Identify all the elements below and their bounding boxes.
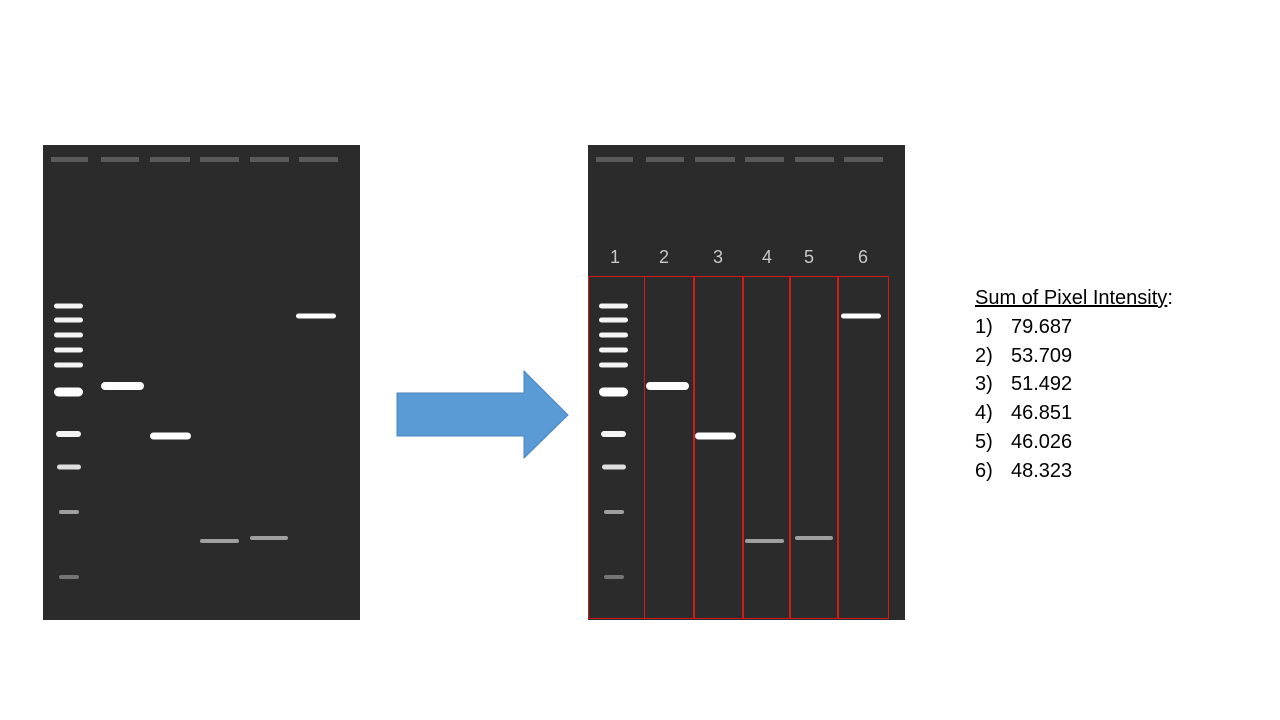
gel-original-band-3 bbox=[54, 332, 83, 338]
intensity-index: 5) bbox=[975, 430, 993, 453]
intensity-value: 48.323 bbox=[1011, 459, 1073, 482]
gel-annotated-band-6 bbox=[599, 387, 628, 397]
gel-original-band-12 bbox=[150, 432, 191, 440]
intensity-row-4: 4) 46.851 bbox=[975, 399, 1173, 428]
gel-original-band-9 bbox=[59, 510, 79, 514]
lane-label-6: 6 bbox=[857, 247, 868, 267]
gel-original-band-7 bbox=[56, 431, 81, 437]
gel-original-band-15 bbox=[296, 313, 336, 319]
intensity-title-text: Sum of Pixel Intensity bbox=[975, 287, 1168, 309]
gel-annotated-band-2 bbox=[599, 317, 628, 323]
gel-original-band-10 bbox=[59, 575, 79, 579]
intensity-row-3: 3) 51.492 bbox=[975, 370, 1173, 399]
gel-annotated-well-2 bbox=[646, 157, 684, 162]
gel-original-band-4 bbox=[54, 347, 83, 353]
intensity-row-1: 1) 79.687 bbox=[975, 313, 1173, 342]
gel-annotated-band-7 bbox=[601, 431, 626, 437]
right-arrow-icon bbox=[396, 370, 569, 460]
intensity-index: 2) bbox=[975, 344, 993, 367]
lane-box-3 bbox=[694, 276, 743, 619]
gel-annotated-band-14 bbox=[795, 536, 833, 540]
gel-annotated-band-4 bbox=[599, 347, 628, 353]
gel-annotated-well-1 bbox=[596, 157, 633, 162]
intensity-title-colon: : bbox=[1167, 287, 1173, 309]
gel-original-well-1 bbox=[51, 157, 88, 162]
gel-bands-annotated bbox=[596, 157, 883, 579]
lane-box-6 bbox=[838, 276, 889, 619]
lane-label-5: 5 bbox=[803, 247, 814, 267]
gel-annotated-band-15 bbox=[841, 313, 881, 319]
gel-annotated-band-12 bbox=[695, 432, 736, 440]
lane-label-1: 1 bbox=[609, 247, 620, 267]
gel-annotated-well-6 bbox=[844, 157, 883, 162]
gel-annotated-well-4 bbox=[745, 157, 784, 162]
intensity-index: 3) bbox=[975, 373, 993, 396]
gel-original-band-2 bbox=[54, 317, 83, 323]
intensity-index: 4) bbox=[975, 402, 993, 425]
gel-annotated-band-1 bbox=[599, 303, 628, 309]
intensity-panel: Sum of Pixel Intensity: 1) 79.687 2) 53.… bbox=[975, 284, 1173, 486]
lane-box-2 bbox=[644, 276, 694, 619]
gel-original-band-1 bbox=[54, 303, 83, 309]
gel-original-band-8 bbox=[57, 464, 81, 470]
lane-box-4 bbox=[743, 276, 790, 619]
gel-image-annotated: 1 2 3 4 5 6 bbox=[588, 145, 905, 620]
intensity-value: 51.492 bbox=[1011, 373, 1073, 396]
intensity-title: Sum of Pixel Intensity: bbox=[975, 284, 1173, 313]
intensity-row-6: 6) 48.323 bbox=[975, 457, 1173, 486]
gel-annotated-band-10 bbox=[604, 575, 624, 579]
gel-original-band-6 bbox=[54, 387, 83, 397]
intensity-row-5: 5) 46.026 bbox=[975, 428, 1173, 457]
gel-original-band-13 bbox=[200, 539, 239, 543]
lane-label-4: 4 bbox=[761, 247, 772, 267]
gel-annotated-well-3 bbox=[695, 157, 735, 162]
gel-original-band-5 bbox=[54, 362, 83, 368]
gel-annotated-band-11 bbox=[646, 382, 689, 390]
intensity-index: 6) bbox=[975, 459, 993, 482]
gel-original-well-5 bbox=[250, 157, 289, 162]
intensity-value: 46.851 bbox=[1011, 402, 1073, 425]
gel-annotated-band-13 bbox=[745, 539, 784, 543]
intensity-value: 79.687 bbox=[1011, 315, 1073, 338]
lane-box-5 bbox=[790, 276, 838, 619]
lane-label-2: 2 bbox=[658, 247, 669, 267]
gel-annotated-band-9 bbox=[604, 510, 624, 514]
intensity-index: 1) bbox=[975, 315, 993, 338]
lane-label-3: 3 bbox=[712, 247, 723, 267]
gel-annotated-band-8 bbox=[602, 464, 626, 470]
gel-original-well-6 bbox=[299, 157, 338, 162]
gel-bands-original bbox=[51, 157, 338, 579]
intensity-value: 53.709 bbox=[1011, 344, 1073, 367]
gel-original-well-2 bbox=[101, 157, 139, 162]
gel-annotated-band-3 bbox=[599, 332, 628, 338]
gel-original-band-14 bbox=[250, 536, 288, 540]
intensity-value: 46.026 bbox=[1011, 430, 1073, 453]
gel-annotated-band-5 bbox=[599, 362, 628, 368]
gel-image-original bbox=[43, 145, 360, 620]
gel-annotated-well-5 bbox=[795, 157, 834, 162]
gel-original-well-3 bbox=[150, 157, 190, 162]
intensity-row-2: 2) 53.709 bbox=[975, 342, 1173, 371]
gel-original-well-4 bbox=[200, 157, 239, 162]
lane-box-1 bbox=[588, 276, 645, 619]
gel-original-band-11 bbox=[101, 382, 144, 390]
